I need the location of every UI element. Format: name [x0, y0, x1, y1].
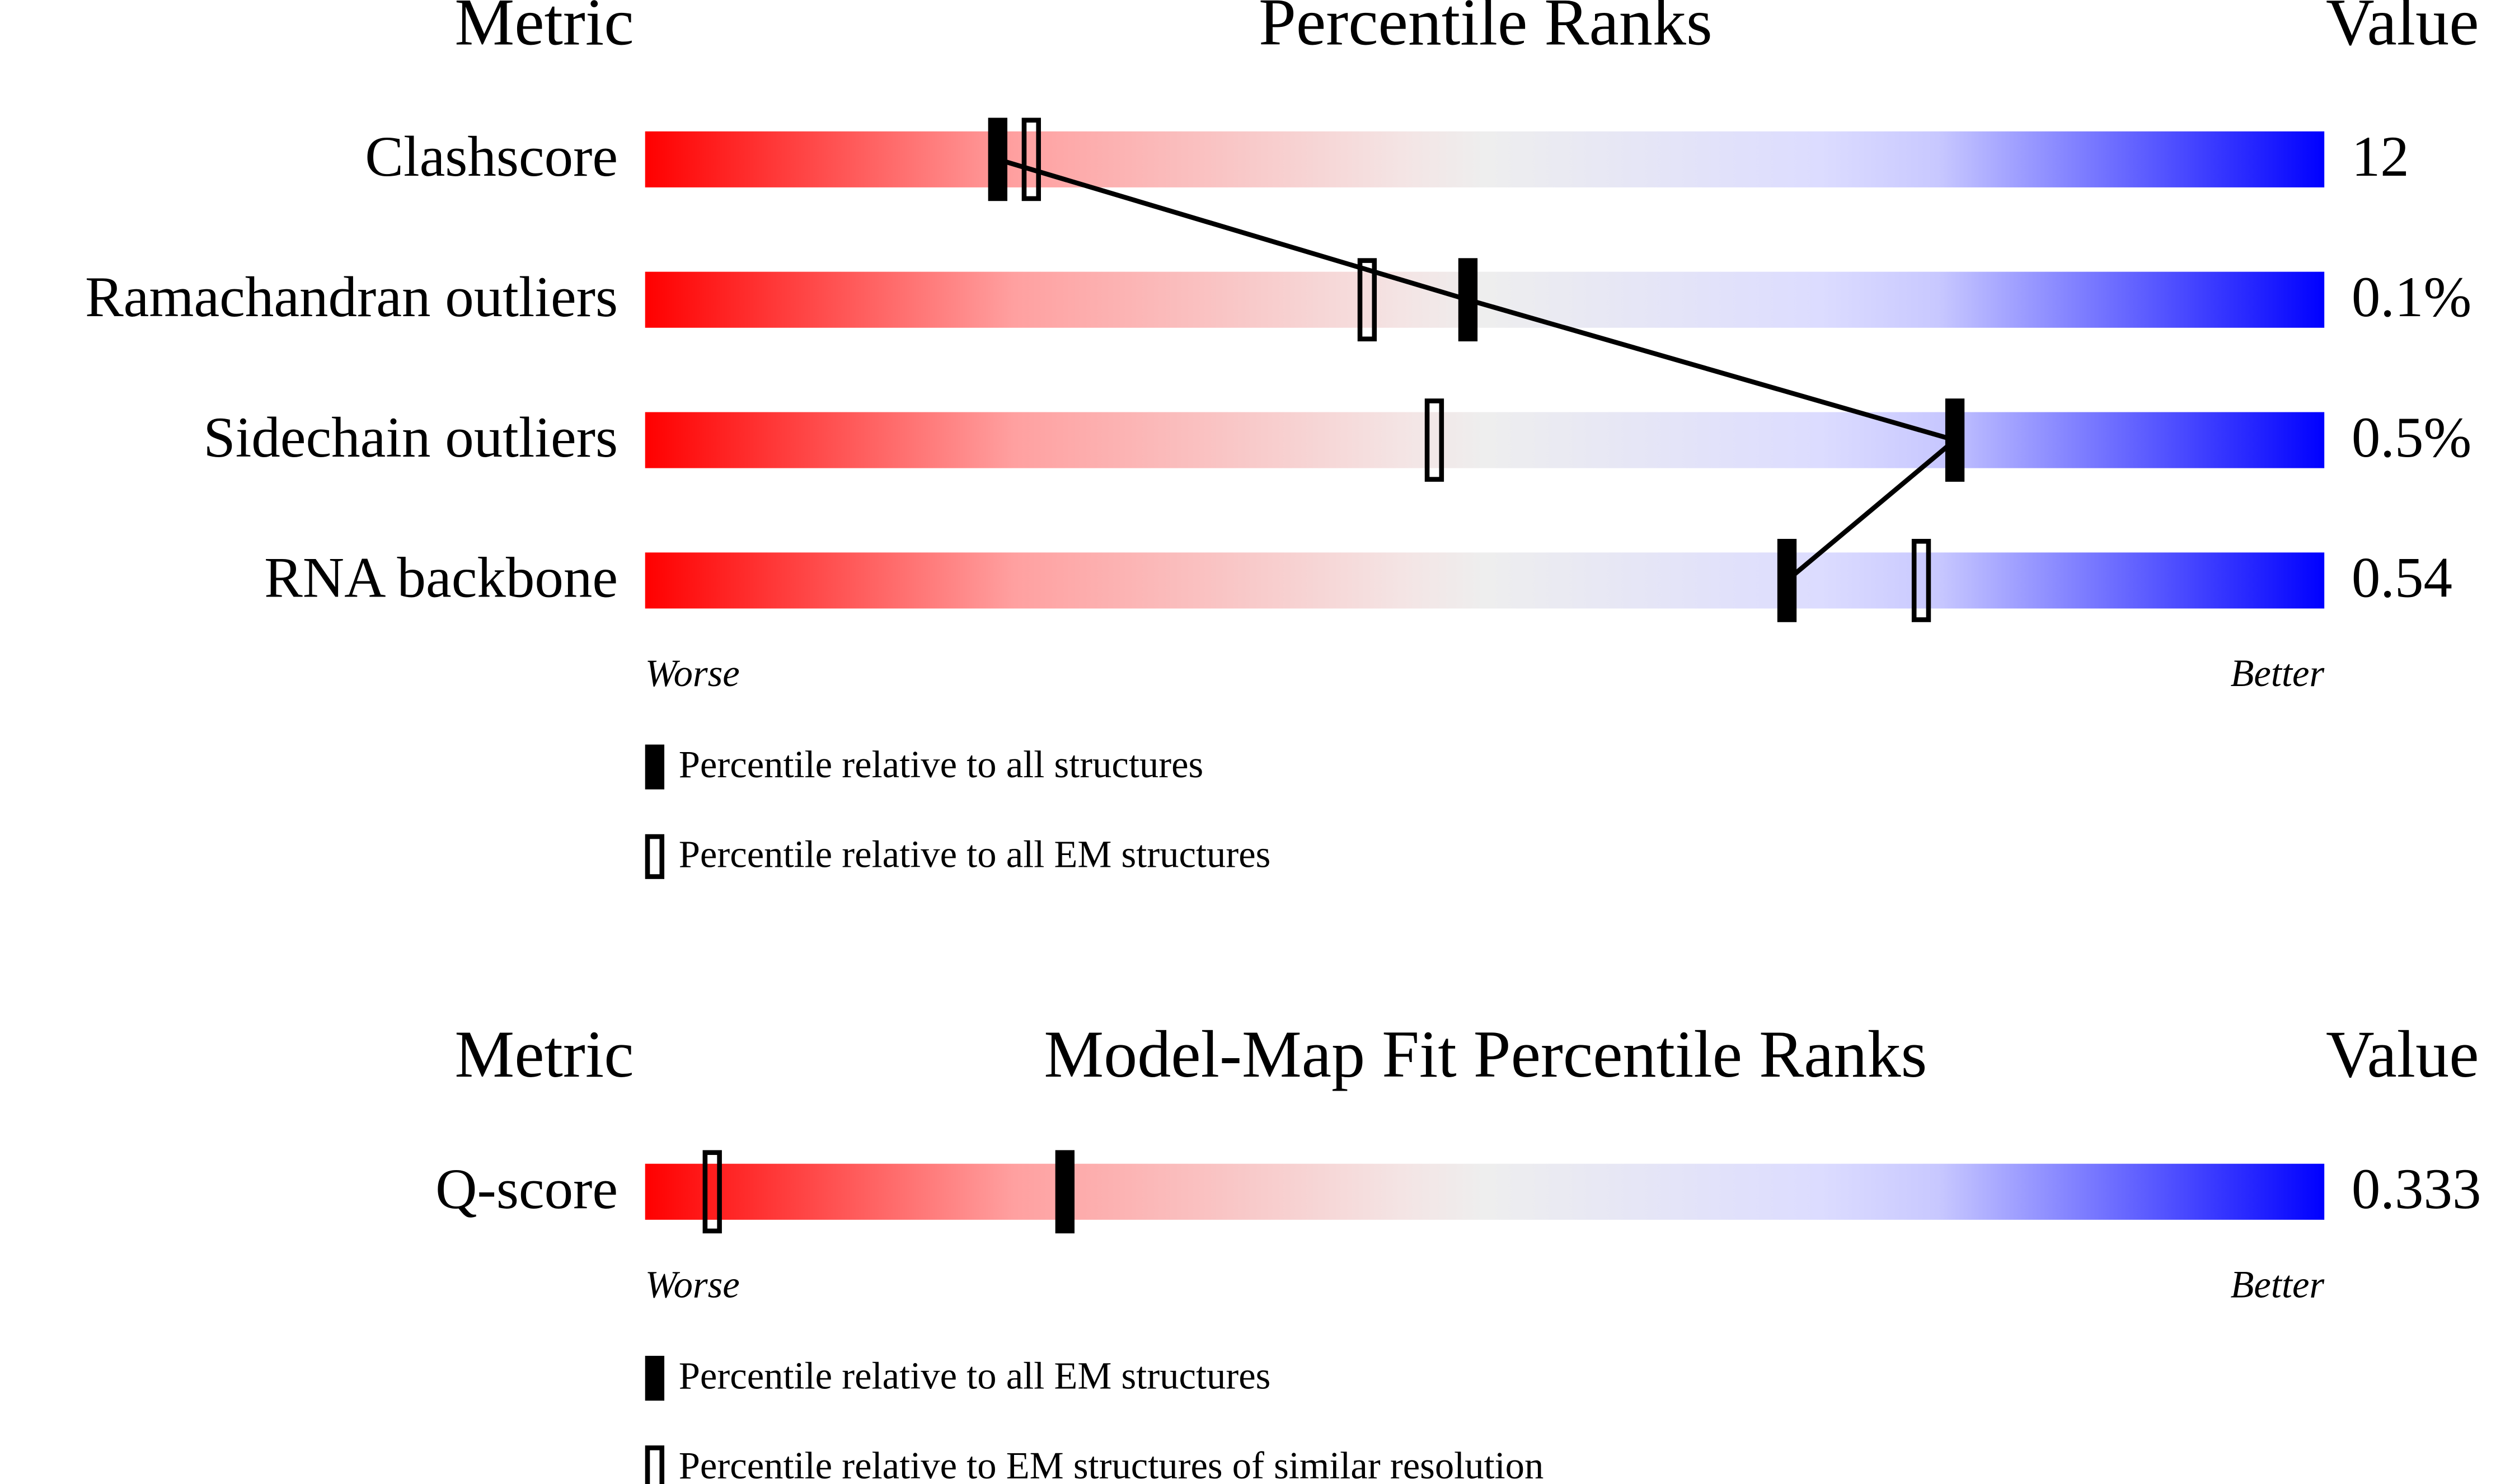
marker-hollow: [1357, 258, 1377, 342]
marker-filled: [1777, 539, 1797, 622]
legend-swatch: [645, 1445, 665, 1484]
marker-hollow: [702, 1150, 722, 1234]
marker-filled: [988, 118, 1007, 201]
legend-swatch: [645, 834, 665, 879]
marker-filled: [1945, 398, 1965, 482]
chart-title: Percentile Ranks: [1259, 0, 1713, 59]
metric-value: 0.333: [2352, 1157, 2481, 1221]
metric-value: 12: [2352, 125, 2409, 189]
slider-bar: [645, 131, 2325, 187]
metric-label: Sidechain outliers: [203, 406, 618, 469]
marker-filled: [1055, 1150, 1075, 1234]
metric-label: Ramachandran outliers: [85, 265, 618, 329]
worse-label: Worse: [645, 652, 740, 694]
metric-label: Q-score: [435, 1157, 618, 1221]
marker-filled: [1458, 258, 1478, 342]
slider-bar: [645, 271, 2325, 328]
legend-swatch: [645, 1355, 665, 1401]
marker-hollow: [1021, 118, 1041, 201]
marker-hollow: [1424, 398, 1444, 482]
slider-bar: [645, 552, 2325, 609]
metric-value: 0.1%: [2352, 265, 2472, 329]
metric-header: Metric: [454, 1017, 634, 1091]
value-header: Value: [2326, 0, 2479, 59]
metric-label: RNA backbone: [264, 546, 618, 610]
metric-value: 0.54: [2352, 546, 2452, 610]
worse-label: Worse: [645, 1264, 740, 1306]
legend-label: Percentile relative to all EM structures: [679, 833, 1271, 875]
better-label: Better: [2231, 1264, 2325, 1306]
metric-value: 0.5%: [2352, 406, 2472, 469]
better-label: Better: [2231, 652, 2325, 694]
marker-hollow: [1911, 539, 1931, 622]
slider-bar: [645, 1163, 2325, 1220]
metric-label: Clashscore: [365, 125, 618, 189]
legend-swatch: [645, 744, 665, 790]
metric-header: Metric: [454, 0, 634, 59]
legend-label: Percentile relative to all structures: [679, 743, 1204, 786]
chart-title: Model-Map Fit Percentile Ranks: [1044, 1017, 1927, 1091]
legend-label: Percentile relative to all EM structures: [679, 1355, 1271, 1397]
legend-label: Percentile relative to EM structures of …: [679, 1444, 1544, 1484]
connector-line: [997, 157, 1960, 583]
value-header: Value: [2326, 1017, 2479, 1091]
slider-bar: [645, 412, 2325, 468]
